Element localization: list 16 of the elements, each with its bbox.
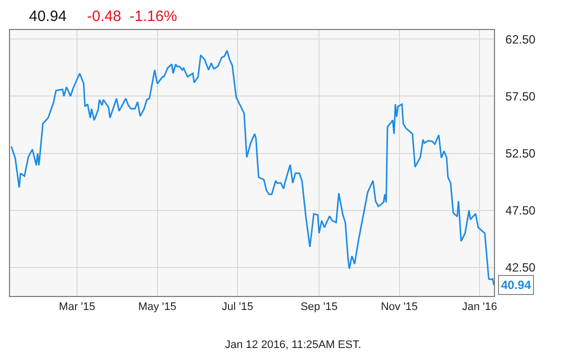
chart-subtitle: -0.48 -1.16%	[87, 8, 178, 25]
x-tick-label: Nov '15	[380, 301, 418, 314]
x-tick-label: May '15	[138, 301, 176, 314]
chart-title: 40.94	[29, 8, 67, 25]
y-tick-label: 57.50	[505, 89, 536, 104]
y-tick-label: 62.50	[505, 32, 536, 46]
y-tick-label: 42.50	[505, 260, 536, 275]
y-tick-label: 52.50	[505, 146, 536, 160]
y-tick-label: 47.50	[505, 204, 536, 218]
x-tick-label: Mar '15	[58, 301, 96, 314]
x-tick-label: Sep '15	[300, 301, 338, 314]
text: Jan 12 2016, 11:25AM EST.	[225, 339, 362, 351]
x-tick-label: Jan '16	[462, 301, 498, 314]
line-series	[10, 50, 494, 286]
annotation: 40.94	[501, 278, 532, 292]
x-tick-label: Jul '15	[222, 301, 254, 314]
